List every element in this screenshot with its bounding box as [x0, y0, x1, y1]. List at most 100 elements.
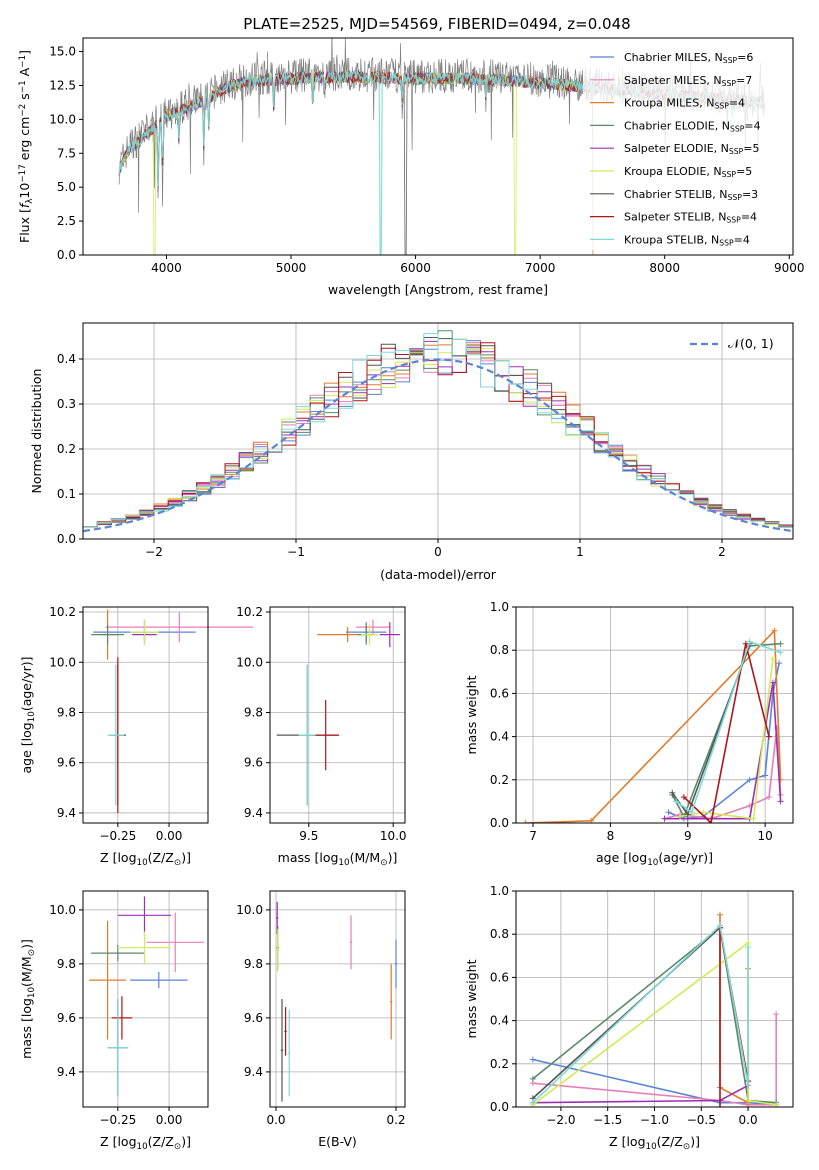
- legend-entry-part: SSP: [728, 193, 743, 202]
- y-tick-label: 10.2: [49, 605, 76, 619]
- legend-entry: Kroupa ELODIE, NSSP=5: [624, 165, 752, 179]
- x-tick-label: 0.2: [386, 1113, 405, 1127]
- x-tick-label: −0.5: [687, 1113, 716, 1127]
- x-tick-label: 8000: [649, 261, 680, 275]
- x-axis-label: Z [log10(Z/Z⊙)]: [100, 1134, 191, 1152]
- y-axis-label-part: −2: [18, 104, 28, 117]
- axes-frame: [82, 606, 209, 824]
- legend-entry-part: =4: [729, 97, 745, 110]
- legend-entry-part: Kroupa STELIB, N: [624, 233, 719, 246]
- legend-entry-part: =4: [744, 119, 760, 132]
- x-axis-label-part: 10: [646, 1142, 657, 1152]
- y-tick-label: 0.0: [57, 248, 76, 262]
- y-axis-label-part: (M/M: [19, 956, 34, 987]
- y-tick-label: 0.6: [490, 686, 509, 700]
- series-line: [675, 640, 781, 814]
- legend-entry-part: Salpeter STELIB, N: [624, 211, 726, 224]
- y-tick-label: 0.3: [57, 397, 76, 411]
- axes-frame: [82, 890, 209, 1108]
- x-tick-label: 2: [718, 545, 726, 559]
- legend-entry-part: Chabrier STELIB, N: [624, 188, 728, 201]
- y-tick-label: 9.8: [244, 705, 263, 719]
- y-tick-label: 9.4: [244, 806, 263, 820]
- y-tick-label: 7.5: [57, 146, 76, 160]
- y-tick-label: 9.6: [244, 1011, 263, 1025]
- series-line: [525, 628, 782, 823]
- x-axis-label-part: 10: [338, 858, 349, 868]
- x-tick-label: 8: [607, 829, 615, 843]
- y-tick-label: 0.4: [490, 730, 509, 744]
- series-line: [679, 658, 774, 820]
- x-axis-label-part: (M/M: [350, 850, 381, 865]
- legend-entry-part: SSP: [719, 239, 734, 248]
- y-axis-label-part: ]: [17, 50, 32, 55]
- y-tick-label: 0.2: [57, 442, 76, 456]
- series-line: [683, 643, 770, 823]
- legend-entry: Salpeter MILES, NSSP=7: [624, 74, 752, 88]
- x-axis-label-part: 10: [137, 858, 148, 868]
- y-tick-label: 9.8: [244, 957, 263, 971]
- histogram-step-line: [83, 333, 793, 528]
- legend-entry-part: SSP: [730, 125, 745, 134]
- x-axis-label: Z [log10(Z/Z⊙)]: [609, 1134, 700, 1152]
- y-axis-label: mass weight: [464, 959, 479, 1038]
- x-axis-label-part: age [log: [596, 850, 647, 865]
- y-tick-label: 2.5: [57, 214, 76, 228]
- y-axis-label: Flux [fλ10−17 erg cm−2 s−1 A−1]: [17, 50, 35, 243]
- legend-entry-part: SSP: [723, 56, 738, 65]
- y-tick-label: 0.8: [490, 643, 509, 657]
- x-tick-label: 5000: [276, 261, 307, 275]
- y-tick-label: 0.0: [57, 532, 76, 546]
- x-tick-label: 4000: [151, 261, 182, 275]
- x-tick-label: −0.25: [99, 1113, 136, 1127]
- axes-frame: [515, 606, 794, 824]
- x-tick-label: 7: [529, 829, 537, 843]
- histogram-group: [83, 330, 793, 533]
- y-axis-label-part: mass [log: [19, 998, 34, 1059]
- y-tick-label: 10.0: [236, 655, 263, 669]
- spectrum-panel: 4000 5000 6000 7000 8000 9000 0.0 2.5 5.0 7.5 10.0…: [17, 37, 805, 297]
- x-tick-label: −0.25: [99, 829, 136, 843]
- x-tick-label: 1: [576, 545, 584, 559]
- x-axis-label: E(B-V): [318, 1134, 357, 1149]
- x-axis-label: wavelength [Angstrom, rest frame]: [328, 282, 548, 297]
- y-axis-label-part: )]: [19, 939, 34, 949]
- x-tick-label: 9000: [774, 261, 805, 275]
- x-tick-label: 9.5: [299, 829, 318, 843]
- y-tick-label: 0.2: [490, 1057, 509, 1071]
- y-axis-label-part: s: [17, 93, 32, 104]
- legend-entry: Chabrier ELODIE, NSSP=4: [624, 119, 761, 133]
- x-axis-label: Z [log10(Z/Z⊙)]: [100, 850, 191, 868]
- y-tick-label: 9.4: [244, 1065, 263, 1079]
- legend-entry: Salpeter STELIB, NSSP=4: [624, 211, 757, 225]
- x-axis-label-part: (Z/Z: [657, 1134, 683, 1149]
- x-axis-label-part: Z [log: [100, 850, 136, 865]
- y-tick-label: 1.0: [490, 600, 509, 614]
- y-axis-label: age [log10(age/yr)]: [19, 656, 37, 773]
- legend-entry-part: Chabrier MILES, N: [624, 51, 723, 64]
- legend-entry: Kroupa STELIB, NSSP=4: [624, 233, 750, 247]
- legend-entry: Salpeter ELODIE, NSSP=5: [624, 142, 760, 156]
- y-axis-label-part: 10: [17, 183, 32, 199]
- y-tick-label: 9.4: [57, 1065, 76, 1079]
- x-axis-label-part: ⊙: [683, 1142, 690, 1152]
- x-axis-label-part: )]: [181, 850, 191, 865]
- y-tick-label: 9.6: [57, 1011, 76, 1025]
- x-tick-label: −1: [287, 545, 305, 559]
- y-tick-label: 0.8: [490, 927, 509, 941]
- y-axis-label-part: ⊙: [27, 949, 37, 956]
- y-tick-label: 15.0: [49, 45, 76, 59]
- x-axis-label: age [log10(age/yr)]: [596, 850, 713, 868]
- x-axis-label-part: ⊙: [174, 1142, 181, 1152]
- y-tick-label: 0.1: [57, 487, 76, 501]
- y-axis-label-part: λ: [25, 199, 35, 204]
- x-tick-label: −2.0: [546, 1113, 575, 1127]
- x-axis-label-part: ⊙: [380, 858, 387, 868]
- y-axis-label-part: 10: [27, 987, 37, 998]
- legend-entry-part: SSP: [714, 102, 729, 111]
- x-axis-label-part: (Z/Z: [148, 850, 174, 865]
- mass-vs-extinction-panel: 0.0 0.2 9.4 9.6 9.8 10.0 E(B-V): [236, 890, 406, 1149]
- y-tick-label: 10.2: [236, 605, 263, 619]
- y-tick-label: 9.6: [244, 756, 263, 770]
